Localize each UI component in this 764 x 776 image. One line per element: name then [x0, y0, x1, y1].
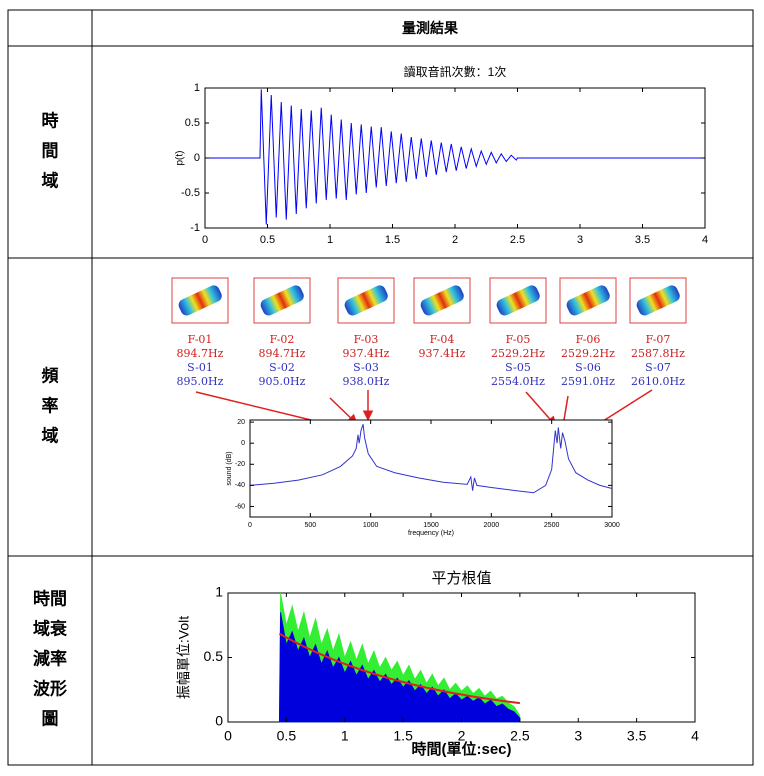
y-axis-label: p(t)	[175, 151, 186, 166]
mode-label: 2529.2Hz	[561, 347, 615, 360]
row-label: 時	[42, 111, 59, 132]
mode-label: 937.4Hz	[343, 347, 390, 360]
x-axis-label: frequency (Hz)	[408, 530, 454, 537]
page: 量測結果 時間域頻率域時間域衰減率波形圖F-01894.7HzS-01895.0…	[0, 0, 764, 772]
x-tick-label: 1500	[423, 522, 439, 529]
y-tick-label: 1	[194, 82, 200, 94]
x-tick-label: 3	[574, 727, 582, 743]
row-label: 時間	[33, 589, 67, 610]
mode-label: 2610.0Hz	[631, 375, 685, 388]
x-tick-label: 1.5	[385, 234, 400, 246]
row-label: 域	[42, 171, 59, 192]
mode-label: S-01	[187, 361, 213, 374]
x-tick-label: 2000	[484, 522, 500, 529]
mode-label: F-05	[506, 333, 531, 346]
x-axis-label: 時間(單位:sec)	[411, 740, 511, 758]
mode-label: F-03	[354, 333, 379, 346]
x-tick-label: 1000	[363, 522, 379, 529]
x-tick-label: 0	[248, 522, 252, 529]
x-tick-label: 0	[224, 727, 232, 743]
mode-label: S-07	[645, 361, 671, 374]
x-tick-label: 4	[691, 727, 699, 743]
mode-label: 938.0Hz	[343, 375, 390, 388]
y-tick-label: -40	[235, 482, 245, 489]
x-tick-label: 1.5	[393, 727, 413, 743]
x-tick-label: 0	[202, 234, 208, 246]
mode-label: F-04	[430, 333, 455, 346]
mode-label: S-02	[269, 361, 295, 374]
mode-label: 937.4Hz	[419, 347, 466, 360]
y-tick-label: -20	[235, 461, 245, 468]
row-label: 減率	[33, 649, 67, 670]
y-axis-label: sound (dB)	[226, 451, 233, 485]
mode-label: 895.0Hz	[177, 375, 224, 388]
mode-label: F-07	[646, 333, 671, 346]
row-label: 域衰	[33, 619, 68, 640]
y-tick-label: 0	[194, 152, 200, 164]
row-label: 波形	[33, 679, 67, 700]
mode-label: S-03	[353, 361, 379, 374]
chart-title: 平方根值	[431, 570, 491, 587]
mode-label: F-01	[188, 333, 213, 346]
mode-label: 2554.0Hz	[491, 375, 545, 388]
row-label: 率	[42, 396, 59, 417]
chart: 0 500 1000 1500 2000 2500 3000 -60 -40 -20 0 20 freq…	[226, 419, 620, 537]
x-tick-label: 3000	[604, 522, 620, 529]
y-tick-label: -0.5	[181, 187, 200, 199]
x-tick-label: 2.5	[510, 727, 530, 743]
mode-label: F-06	[576, 333, 601, 346]
row-label: 頻	[41, 366, 59, 387]
x-tick-label: 0.5	[260, 234, 275, 246]
mode-label: 894.7Hz	[259, 347, 306, 360]
x-tick-label: 3.5	[627, 727, 647, 743]
y-tick-label: 0	[241, 440, 245, 447]
chart: 0 0.5 1 1.5 2 2.5 3 3.5 4 -1 -0.5 0 0.5 1 讀取音訊次數：1次 p(t…	[175, 64, 708, 246]
mode-label: F-02	[270, 333, 295, 346]
row-label: 圖	[42, 710, 59, 730]
row-label: 域	[42, 426, 59, 447]
mode-label: 2587.8Hz	[631, 347, 685, 360]
mode-label: 905.0Hz	[259, 375, 306, 388]
y-tick-label: 20	[237, 419, 245, 426]
x-tick-label: 4	[702, 234, 708, 246]
x-tick-label: 2500	[544, 522, 560, 529]
chart-title: 讀取音訊次數：1次	[404, 64, 507, 79]
y-tick-label: -60	[235, 503, 245, 510]
x-tick-label: 1	[327, 234, 333, 246]
x-tick-label: 500	[304, 522, 316, 529]
x-tick-label: 0.5	[277, 727, 297, 743]
y-tick-label: 0	[215, 713, 223, 729]
y-tick-label: 1	[215, 584, 223, 600]
mode-label: S-05	[505, 361, 531, 374]
y-tick-label: 0.5	[204, 648, 224, 664]
table-header: 量測結果	[402, 20, 459, 37]
row-label: 間	[42, 142, 59, 162]
mode-label: 2529.2Hz	[491, 347, 545, 360]
mode-label: 894.7Hz	[177, 347, 224, 360]
y-tick-label: -1	[190, 222, 200, 234]
x-tick-label: 3	[577, 234, 583, 246]
x-tick-label: 1	[341, 727, 349, 743]
x-tick-label: 3.5	[635, 234, 650, 246]
y-axis-label: 振幅單位:Volt	[176, 616, 192, 699]
x-tick-label: 2	[452, 234, 458, 246]
mode-label: 2591.0Hz	[561, 375, 615, 388]
x-tick-label: 2.5	[510, 234, 525, 246]
mode-label: S-06	[575, 361, 601, 374]
y-tick-label: 0.5	[185, 117, 200, 129]
